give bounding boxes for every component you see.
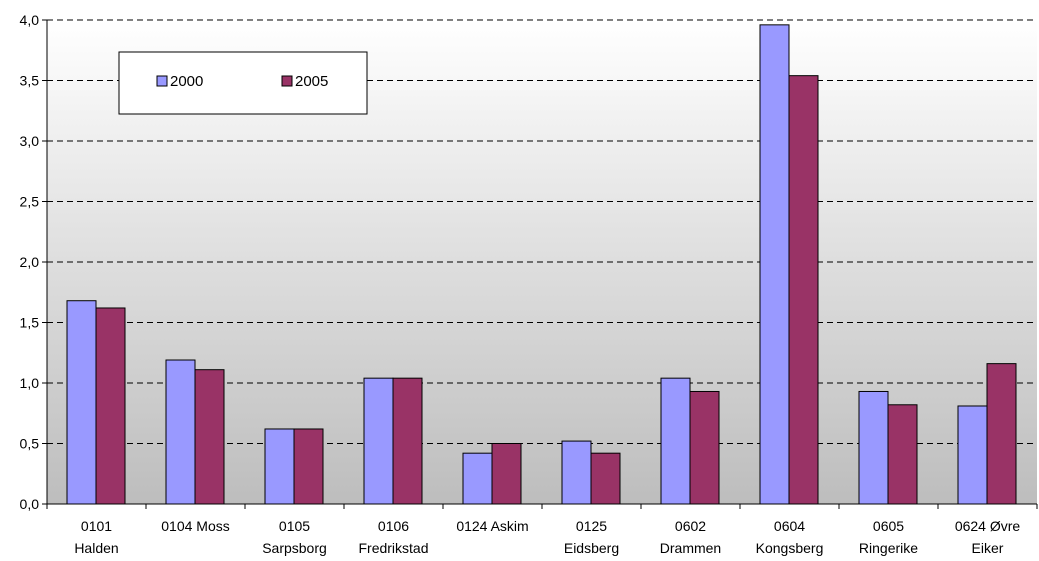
y-tick-label: 2,0: [20, 254, 40, 270]
bar-2000-0: [66, 300, 97, 505]
bar-2000-5: [561, 440, 592, 505]
legend-label-2000: 2000: [170, 73, 203, 90]
bar-2005-1: [194, 369, 225, 505]
category-label: 0104 Moss: [161, 518, 229, 534]
bar-2005-7: [788, 75, 819, 505]
bar-2005-0: [95, 307, 126, 505]
category-label: 0125 Eidsberg: [564, 518, 619, 556]
category-label: 0106 Fredrikstad: [358, 518, 428, 556]
y-tick-label: 2,5: [20, 194, 40, 210]
category-label: 0602 Drammen: [660, 518, 721, 556]
y-tick-label: 3,5: [20, 73, 40, 89]
category-label: 0604 Kongsberg: [756, 518, 824, 556]
legend-swatch-2000: [156, 75, 168, 87]
bar-2005-4: [491, 443, 522, 505]
legend-label-2005: 2005: [295, 73, 328, 90]
legend-swatch-2005: [281, 75, 293, 87]
bar-2005-2: [293, 428, 324, 505]
bar-2005-5: [590, 452, 621, 505]
y-axis-tick-labels: 0,0 0,5 1,0 1,5 2,0 2,5 3,0 3,5 4,0: [20, 12, 40, 512]
bar-2000-6: [660, 377, 691, 505]
bar-2000-8: [858, 390, 889, 505]
legend: 2000 2005: [118, 51, 368, 115]
category-label: 0101 Halden: [74, 518, 118, 556]
y-tick-label: 1,0: [20, 375, 40, 391]
bar-2000-7: [759, 24, 790, 505]
bar-2005-8: [887, 404, 918, 505]
legend-box: [118, 51, 368, 115]
y-tick-label: 3,0: [20, 133, 40, 149]
x-axis-category-labels: 0101 Halden 0104 Moss 0105 Sarpsborg 0106 Fred…: [74, 518, 1020, 556]
category-label: 0105 Sarpsborg: [262, 518, 327, 556]
category-label: 0605 Ringerike: [859, 518, 918, 556]
y-tick-label: 0,0: [20, 496, 40, 512]
category-label: 0124 Askim: [456, 518, 528, 534]
axes: [42, 19, 1038, 509]
y-tick-label: 1,5: [20, 315, 40, 331]
bar-2000-2: [264, 428, 295, 505]
y-tick-label: 0,5: [20, 436, 40, 452]
bar-2000-4: [462, 452, 493, 505]
bars: [66, 24, 1017, 505]
bar-2005-6: [689, 390, 720, 505]
y-tick-label: 4,0: [20, 12, 40, 28]
bar-2000-3: [363, 377, 394, 505]
bar-2000-9: [957, 405, 988, 505]
bar-2005-9: [986, 363, 1017, 505]
bar-2005-3: [392, 377, 423, 505]
category-label: 0624 Øvre Eiker: [955, 518, 1021, 556]
bar-2000-1: [165, 359, 196, 505]
